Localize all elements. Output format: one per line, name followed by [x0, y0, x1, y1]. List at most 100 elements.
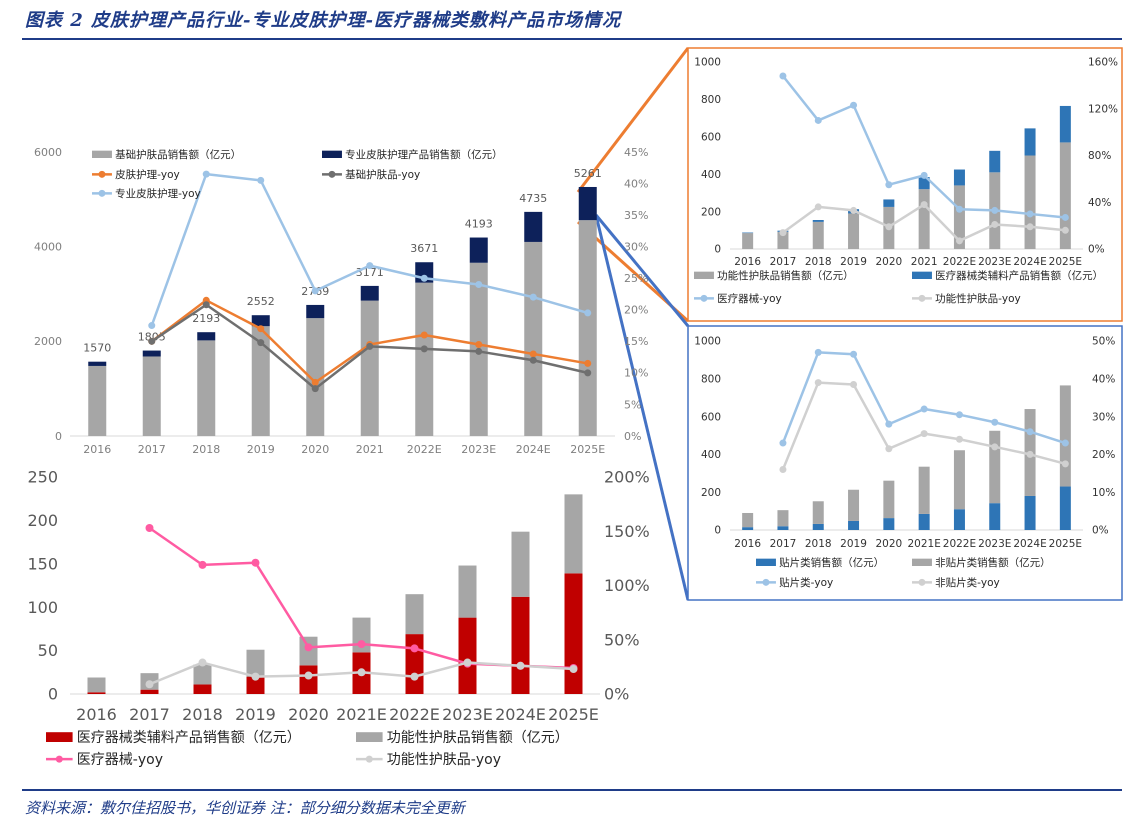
bar-segment: [1024, 495, 1036, 530]
series-point: [1026, 223, 1034, 231]
bar-segment: [777, 231, 789, 249]
bar-segment: [918, 466, 930, 514]
series-point: [850, 101, 858, 109]
legend-label: 基础护肤品销售额（亿元）: [115, 148, 241, 161]
series-point: [304, 643, 313, 652]
y2-tick-label: 100%: [604, 576, 650, 595]
footer-rule: [22, 789, 1122, 791]
series-point: [148, 337, 156, 345]
series-point: [814, 116, 822, 124]
series-point: [202, 301, 210, 309]
legend-label: 医疗器械类辅料产品销售额（亿元）: [935, 269, 1103, 282]
series-point: [311, 287, 319, 295]
series-point: [991, 206, 999, 214]
series-point: [955, 411, 963, 419]
series-point: [850, 350, 858, 358]
series-point: [366, 342, 374, 350]
connector-blue-bottom: [594, 214, 690, 601]
x-tick-label: 2019: [840, 256, 867, 268]
bar-total-label: 4193: [465, 218, 493, 231]
bar-segment: [812, 523, 824, 530]
y-tick-label: 400: [701, 449, 721, 461]
x-tick-label: 2021E: [336, 705, 387, 724]
x-tick-label: 2017: [129, 705, 170, 724]
bar-segment: [742, 527, 754, 530]
bar-segment: [953, 185, 965, 249]
legend-swatch-marker: [98, 170, 106, 178]
series-point: [955, 435, 963, 443]
x-tick-label: 2025E: [570, 443, 605, 456]
series-point: [920, 171, 928, 179]
source-note: 资料来源：敷尔佳招股书，华创证券 注：部分细分数据未完全更新: [25, 799, 465, 817]
legend-swatch: [756, 558, 776, 566]
series-point: [202, 170, 210, 178]
x-tick-label: 2018: [805, 538, 832, 550]
y-tick-label: 600: [701, 131, 721, 143]
y-tick-label: 0: [714, 244, 721, 256]
legend-label: 专业皮肤护理-yoy: [115, 187, 201, 200]
bar-segment: [564, 573, 583, 694]
series-point: [148, 322, 156, 330]
y-tick-label: 1000: [694, 57, 721, 69]
legend-swatch-marker: [328, 170, 336, 178]
bar-segment: [360, 300, 379, 436]
figure-canvas: 02000400060000%5%10%15%20%25%30%35%40%45…: [27, 47, 1123, 768]
bar-segment: [848, 213, 860, 249]
legend-label: 贴片类-yoy: [779, 576, 833, 589]
legend-swatch: [912, 271, 932, 279]
bar-segment: [458, 617, 477, 694]
y2-tick-label: 80%: [1088, 150, 1111, 162]
bar-segment: [918, 513, 930, 530]
y-tick-label: 200: [27, 511, 58, 530]
series-point: [814, 379, 822, 387]
series-point: [1061, 439, 1069, 447]
x-tick-label: 2023E: [978, 256, 1011, 268]
bar-segment: [405, 634, 424, 694]
y-tick-label: 2000: [34, 335, 62, 348]
bar-segment: [883, 199, 895, 207]
y-tick-label: 400: [701, 169, 721, 181]
series-point: [1026, 428, 1034, 436]
bar-segment: [246, 676, 265, 694]
x-tick-label: 2019: [247, 443, 275, 456]
x-tick-label: 2018: [805, 256, 832, 268]
series-point: [885, 223, 893, 231]
legend-label: 功能性护肤品-yoy: [935, 292, 1021, 305]
series-point: [529, 350, 537, 358]
legend-label: 皮肤护理-yoy: [115, 168, 180, 181]
series-point: [357, 640, 366, 649]
x-tick-label: 2023E: [978, 538, 1011, 550]
series-point: [991, 220, 999, 228]
x-tick-label: 2024E: [516, 443, 551, 456]
bar-segment: [193, 664, 212, 685]
legend-label: 医疗器械-yoy: [717, 292, 782, 305]
x-tick-label: 2022E: [407, 443, 442, 456]
y2-tick-label: 10%: [1092, 487, 1115, 499]
y2-tick-label: 0%: [604, 685, 629, 704]
bar-segment: [742, 233, 754, 249]
series-point: [198, 658, 207, 667]
y-tick-label: 0: [55, 430, 62, 443]
bar-segment: [1059, 486, 1071, 530]
y-tick-label: 100: [27, 598, 58, 617]
y2-tick-label: 0%: [624, 430, 641, 443]
series-point: [516, 661, 525, 670]
x-tick-label: 2016: [734, 256, 761, 268]
series-point: [584, 309, 592, 317]
chart-skincare-market: 0 2000 4000 6000 0% 5% 10% 15% 20% 25% 30% 35% 40% 45…: [34, 146, 648, 456]
bar-segment: [511, 596, 530, 694]
y2-tick-label: 40%: [1092, 373, 1115, 385]
series-point: [1061, 460, 1069, 468]
bar-segment: [742, 512, 754, 528]
series-point: [145, 680, 154, 689]
x-tick-label: 2016: [76, 705, 117, 724]
series-point: [779, 439, 787, 447]
bar-segment: [88, 365, 107, 436]
y-tick-label: 0: [48, 685, 58, 704]
bar-segment: [1024, 128, 1036, 156]
y2-tick-label: 150%: [604, 522, 650, 541]
bar-segment: [812, 221, 824, 249]
legend-swatch: [46, 732, 73, 742]
bar-segment: [848, 520, 860, 530]
x-tick-label: 2021E: [907, 538, 940, 550]
